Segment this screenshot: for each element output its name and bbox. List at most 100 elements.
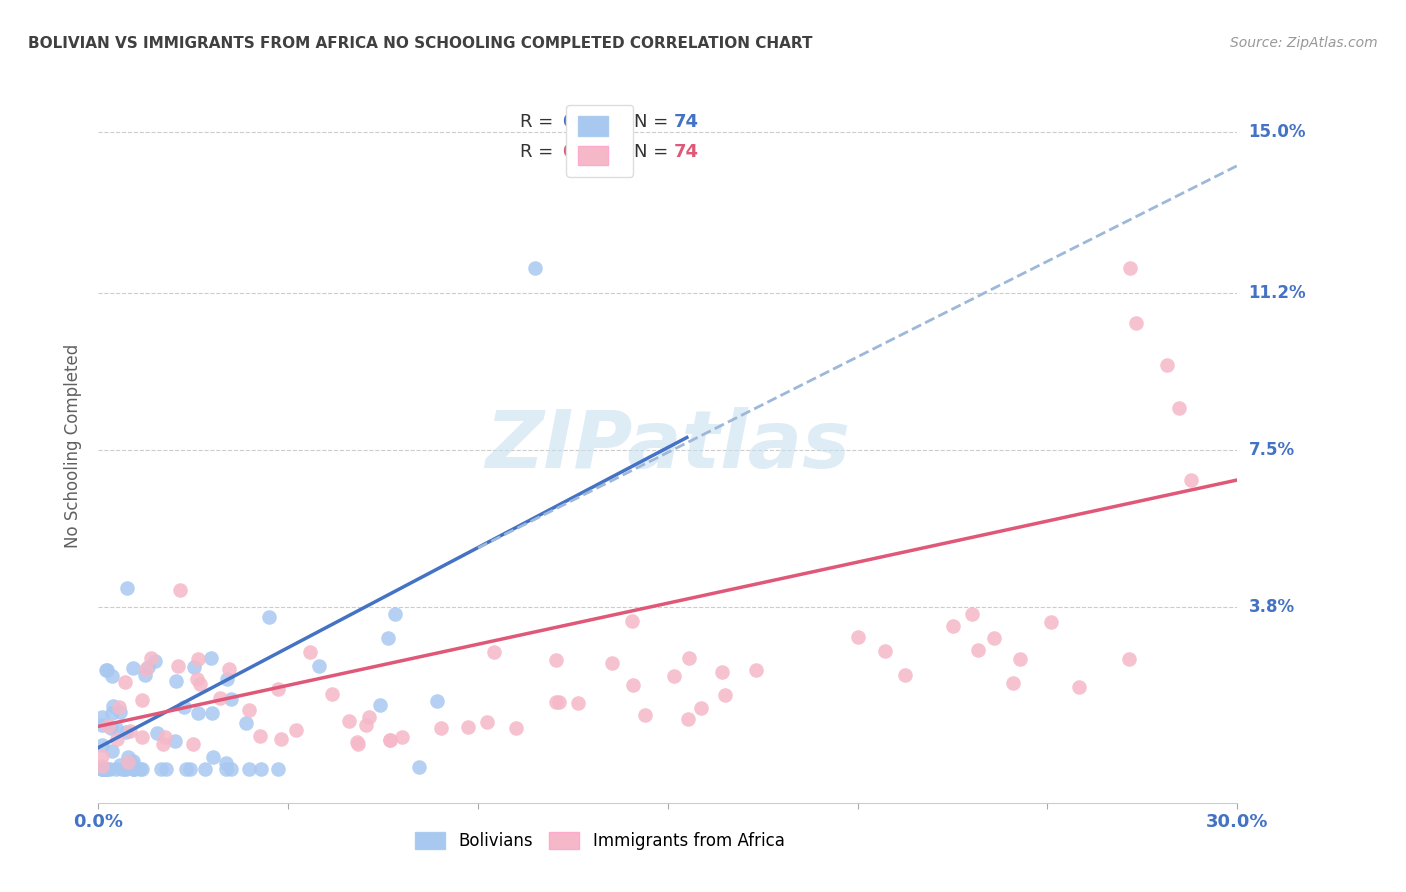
Point: [143, 654, 166, 668]
Point: [91, 738, 114, 752]
Point: [664, 669, 686, 683]
Point: [124, 762, 146, 776]
Text: R =: R =: [520, 143, 558, 161]
Point: [91, 710, 114, 724]
Point: [354, 717, 377, 731]
Point: [676, 712, 699, 726]
Point: [249, 729, 271, 743]
Point: [101, 744, 124, 758]
Point: [1125, 316, 1147, 330]
Point: [179, 762, 201, 776]
Text: N =: N =: [634, 143, 673, 161]
Point: [131, 693, 153, 707]
Point: [165, 674, 187, 689]
Point: [150, 762, 173, 776]
Point: [546, 653, 568, 667]
Point: [482, 645, 505, 659]
Point: [153, 730, 176, 744]
Point: [321, 687, 343, 701]
Text: 74: 74: [673, 143, 699, 161]
Point: [131, 762, 153, 776]
Point: [187, 706, 209, 720]
Text: 0.431: 0.431: [562, 113, 619, 131]
Point: [430, 721, 453, 735]
Legend: Bolivians, Immigrants from Africa: Bolivians, Immigrants from Africa: [406, 824, 793, 859]
Point: [249, 762, 271, 776]
Point: [117, 755, 139, 769]
Point: [176, 762, 198, 776]
Point: [117, 750, 139, 764]
Point: [284, 723, 307, 737]
Point: [100, 706, 122, 720]
Point: [408, 760, 430, 774]
Text: 15.0%: 15.0%: [1249, 123, 1306, 141]
Point: [94, 762, 117, 776]
Point: [94, 762, 117, 776]
Point: [155, 762, 177, 776]
Point: [101, 669, 124, 683]
Point: [187, 651, 209, 665]
Point: [235, 716, 257, 731]
Point: [173, 699, 195, 714]
Point: [966, 643, 988, 657]
Point: [169, 583, 191, 598]
Point: [548, 695, 571, 709]
Point: [983, 631, 1005, 645]
Point: [194, 762, 217, 776]
Point: [94, 762, 117, 776]
Point: [1118, 652, 1140, 666]
Point: [346, 738, 368, 752]
Point: [108, 705, 131, 719]
Point: [567, 696, 589, 710]
Point: [96, 762, 118, 776]
Point: [118, 723, 141, 738]
Point: [1119, 260, 1142, 275]
Point: [110, 758, 132, 772]
Point: [337, 714, 360, 729]
Point: [266, 762, 288, 776]
Point: [93, 762, 115, 776]
Point: [108, 700, 131, 714]
Point: [91, 762, 114, 776]
Point: [962, 607, 984, 622]
Point: [690, 700, 713, 714]
Point: [91, 718, 114, 732]
Point: [209, 691, 232, 706]
Point: [141, 650, 163, 665]
Point: [201, 750, 224, 764]
Point: [357, 710, 380, 724]
Point: [621, 677, 644, 691]
Point: [391, 730, 413, 744]
Point: [846, 630, 869, 644]
Point: [544, 695, 567, 709]
Point: [600, 657, 623, 671]
Point: [267, 681, 290, 696]
Point: [121, 756, 143, 771]
Point: [91, 762, 114, 776]
Text: Source: ZipAtlas.com: Source: ZipAtlas.com: [1230, 36, 1378, 50]
Point: [135, 662, 157, 676]
Point: [217, 673, 239, 687]
Point: [114, 674, 136, 689]
Point: [96, 663, 118, 677]
Point: [1040, 615, 1063, 630]
Point: [1167, 401, 1189, 415]
Point: [346, 735, 368, 749]
Point: [475, 715, 498, 730]
Point: [238, 703, 260, 717]
Point: [131, 730, 153, 744]
Point: [1067, 680, 1090, 694]
Point: [634, 708, 657, 723]
Point: [200, 651, 222, 665]
Point: [384, 607, 406, 621]
Point: [146, 726, 169, 740]
Point: [380, 732, 402, 747]
Point: [219, 692, 242, 706]
Point: [128, 762, 150, 776]
Point: [1008, 651, 1031, 665]
Point: [91, 762, 114, 776]
Point: [221, 762, 243, 776]
Point: [524, 260, 547, 275]
Point: [91, 749, 114, 764]
Point: [94, 664, 117, 678]
